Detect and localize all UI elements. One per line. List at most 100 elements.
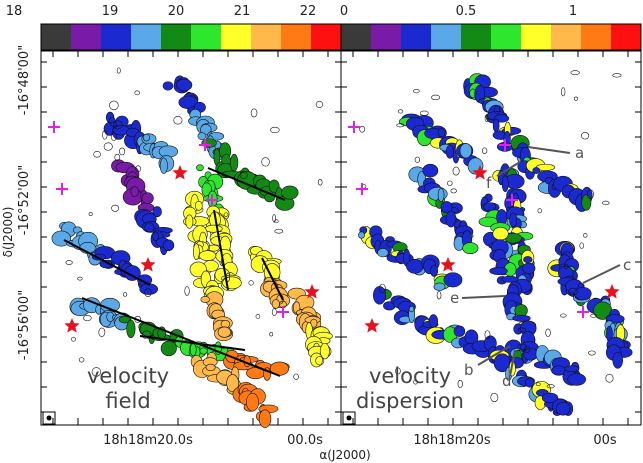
- emission-blob: [159, 157, 168, 174]
- contour-blob: [605, 373, 614, 383]
- emission-blob: [523, 256, 533, 264]
- annotation-label-e: e: [450, 289, 459, 307]
- emission-blob: [162, 239, 175, 252]
- contour-blob: [142, 330, 152, 340]
- emission-blob: [204, 224, 223, 233]
- contour-blob: [173, 116, 183, 125]
- x-tick-label: 00.0s: [287, 433, 323, 448]
- contour-blob: [413, 379, 418, 385]
- emission-blob: [51, 230, 71, 247]
- y-tick-label: -16°56'00": [17, 290, 32, 360]
- markers: [48, 121, 620, 333]
- star-marker: [472, 165, 488, 180]
- emission-blob: [408, 304, 416, 323]
- contour-blob: [255, 314, 261, 319]
- contour-blob: [612, 73, 622, 78]
- emission-blob: [193, 243, 200, 261]
- colorbar-swatch: [311, 24, 342, 50]
- emission-blob: [555, 401, 571, 416]
- colorbar-swatch: [101, 24, 132, 50]
- contour-blob: [560, 313, 567, 318]
- emission-blob: [532, 167, 541, 174]
- x-tick-label: 18h18m20.0s: [103, 433, 193, 448]
- annotation-label-d: d: [502, 372, 512, 390]
- contour-blob: [583, 233, 588, 238]
- colorbar-tick-label: 0.5: [456, 4, 477, 19]
- emission-blob: [437, 128, 446, 138]
- colorbar-tick-label: 19: [102, 4, 119, 19]
- annotation-lines: [461, 146, 621, 377]
- emission-blob: [440, 201, 453, 214]
- colorbar-swatch: [131, 24, 162, 50]
- contour-blob: [71, 336, 76, 342]
- emission-blob: [483, 202, 497, 212]
- contour-blob: [123, 292, 128, 297]
- emission-blob: [319, 343, 330, 360]
- emission-blob: [198, 250, 217, 261]
- emission-blob: [406, 259, 424, 274]
- contour-blob: [116, 67, 121, 74]
- emission-blob: [245, 392, 260, 412]
- emission-blob: [141, 192, 154, 205]
- emission-blob: [130, 186, 139, 198]
- emission-blob: [200, 296, 210, 303]
- colorbar-swatch: [161, 24, 192, 50]
- contour-blob: [436, 291, 442, 300]
- contour-blob: [378, 283, 386, 294]
- contour-blob: [481, 147, 488, 154]
- emission-blob: [459, 143, 473, 159]
- contour-blob: [590, 313, 597, 318]
- emission-blob: [196, 164, 204, 172]
- colorbar-tick-label: 18: [6, 4, 23, 19]
- annotation-label-b: b: [464, 361, 474, 379]
- contour-blob: [517, 343, 527, 351]
- contour-blob: [274, 219, 279, 224]
- emission-blob: [430, 265, 439, 277]
- contour-blob: [431, 94, 441, 101]
- annotation-label-a: a: [575, 144, 584, 162]
- contour-blob: [408, 306, 415, 313]
- contour-blob: [274, 228, 284, 234]
- emission-blob: [194, 200, 203, 211]
- contour-blob: [270, 126, 280, 134]
- colorbar-swatch: [41, 24, 72, 50]
- emission-blob: [509, 212, 518, 227]
- emission-blob: [522, 262, 536, 274]
- contour-blob: [570, 70, 580, 76]
- contour-blob: [586, 189, 594, 199]
- x-axis-label: α(J2000): [319, 448, 370, 462]
- colorbar-swatch: [221, 24, 252, 50]
- contour-blob: [579, 242, 585, 249]
- emission-blob: [118, 316, 132, 324]
- emission-blob: [226, 374, 239, 393]
- contour-blob: [546, 384, 555, 389]
- contour-blob: [419, 110, 429, 116]
- emission-blob: [453, 325, 466, 337]
- contour-blob: [111, 204, 120, 212]
- contour-blob: [102, 130, 108, 140]
- star-marker: [364, 318, 380, 333]
- contour-blob: [588, 350, 596, 356]
- emission-blob: [462, 242, 479, 255]
- emission-blob: [217, 326, 231, 338]
- contour-blob: [261, 157, 270, 167]
- colorbar-swatch: [551, 24, 582, 50]
- contour-blob: [134, 90, 140, 96]
- emission-blob: [567, 373, 587, 386]
- contour-blob: [269, 332, 274, 337]
- contour-blob: [271, 308, 277, 316]
- contour-blob: [574, 96, 578, 101]
- colorbar-frame: [340, 23, 642, 51]
- colorbar-tick-label: 20: [168, 4, 185, 19]
- colorbar-swatch: [581, 24, 612, 50]
- emission-blob: [492, 118, 500, 133]
- emission-blob: [501, 175, 509, 193]
- star-marker: [440, 257, 456, 272]
- contour-blob: [293, 373, 299, 380]
- emission-blob: [525, 377, 535, 388]
- emission-blob: [541, 392, 559, 404]
- emission-blob: [281, 185, 299, 200]
- colorbar-swatch: [341, 24, 372, 50]
- axis-ticks: [41, 51, 641, 425]
- contour-blob: [396, 123, 405, 128]
